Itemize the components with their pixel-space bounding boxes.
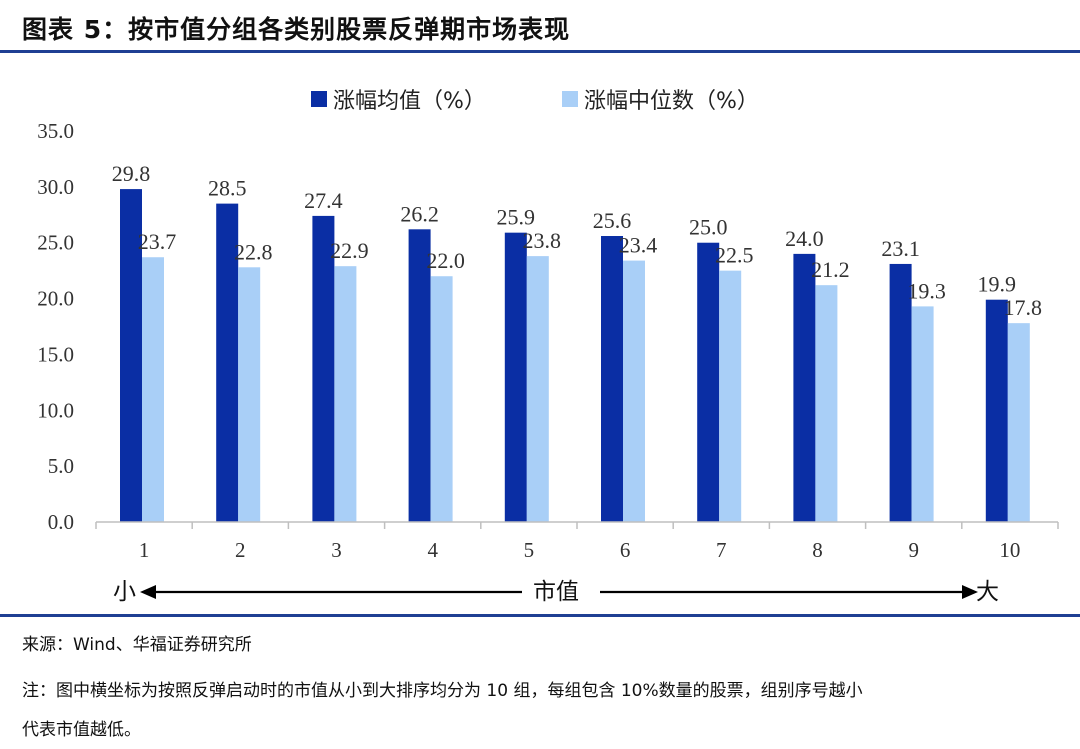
legend-swatch-median: [562, 91, 578, 107]
bar-mean: [985, 299, 1008, 522]
arrow-right-head: [962, 585, 978, 599]
legend-label-mean: 涨幅均值（%）: [333, 89, 486, 114]
y-tick-label: 0.0: [48, 510, 74, 534]
data-label-median: 22.9: [330, 238, 369, 263]
bar-median: [623, 260, 645, 522]
y-tick-label: 15.0: [37, 342, 74, 366]
y-tick-label: 20.0: [37, 287, 74, 311]
data-label-mean: 23.1: [881, 236, 920, 261]
chart-legend: 涨幅均值（%） 涨幅中位数（%）: [311, 89, 759, 114]
footnote-line-1: 注：图中横坐标为按照反弹启动时的市值从小到大排序均分为 10 组，每组包含 10…: [22, 681, 863, 701]
y-tick-label: 5.0: [48, 454, 74, 478]
data-label-median: 22.0: [426, 248, 465, 273]
x-tick-label: 6: [620, 538, 631, 562]
bar-mean: [889, 263, 912, 522]
y-tick-label: 30.0: [37, 175, 74, 199]
data-label-mean: 24.0: [785, 226, 824, 251]
data-label-mean: 26.2: [400, 201, 439, 226]
x-tick-label: 3: [331, 538, 342, 562]
footer-rule: [0, 614, 1080, 617]
bar-median: [430, 276, 453, 522]
data-label-mean: 19.9: [978, 272, 1017, 297]
y-tick-label: 25.0: [37, 231, 74, 255]
x-tick-label: 10: [999, 538, 1020, 562]
bar-median: [142, 257, 164, 522]
bar-mean: [504, 232, 527, 522]
data-label-median: 21.2: [811, 257, 850, 282]
data-label-mean: 29.8: [112, 161, 151, 186]
x-tick-label: 8: [812, 538, 823, 562]
source-note: 来源：Wind、华福证券研究所: [22, 635, 252, 655]
arrow-left-head: [140, 585, 156, 599]
market-cap-axis-caption: 小 市值 大: [113, 579, 999, 605]
bar-mean: [120, 189, 142, 522]
data-label-median: 17.8: [1004, 295, 1043, 320]
x-tick-label: 5: [524, 538, 535, 562]
bar-chart: 涨幅均值（%） 涨幅中位数（%） 0.0 5.0 10.0 15.0 20.0 25.0 3…: [37, 89, 1059, 605]
data-label-mean: 28.5: [208, 176, 247, 201]
legend-swatch-mean: [311, 91, 327, 107]
data-label-median: 23.8: [523, 228, 562, 253]
data-label-mean: 25.0: [689, 215, 728, 240]
y-tick-label: 10.0: [37, 398, 74, 422]
caption-small: 小: [113, 579, 136, 605]
x-tick-label: 9: [908, 538, 919, 562]
bar-median: [911, 306, 934, 522]
x-tick-label: 4: [427, 538, 438, 562]
x-tick-label: 1: [139, 538, 150, 562]
data-label-median: 22.5: [715, 243, 754, 268]
caption-large: 大: [976, 579, 999, 605]
legend-label-median: 涨幅中位数（%）: [584, 89, 759, 114]
data-label-median: 23.4: [619, 233, 658, 258]
data-label-median: 19.3: [907, 278, 946, 303]
bar-series: 29.8 23.7 28.5 22.8 27.4 22.9 26.2 22.0 25.923.8…: [112, 161, 1043, 523]
bar-median: [1007, 323, 1030, 522]
y-tick-label: 35.0: [37, 119, 74, 143]
data-label-median: 22.8: [234, 239, 273, 264]
x-axis: 1 2 3 4 5 6 7 8 9 10: [95, 521, 1059, 562]
x-tick-label: 2: [235, 538, 246, 562]
data-label-median: 23.7: [138, 229, 177, 254]
bar-median: [719, 270, 742, 522]
bar-mean: [408, 229, 431, 522]
y-axis: 0.0 5.0 10.0 15.0 20.0 25.0 30.0 35.0: [37, 119, 74, 534]
bar-median: [815, 285, 838, 522]
bar-mean: [601, 236, 623, 523]
figure-title: 图表 5：按市值分组各类别股票反弹期市场表现: [22, 15, 571, 44]
data-label-mean: 25.6: [593, 208, 632, 233]
bar-median: [334, 266, 357, 522]
footnote-line-2: 代表市值越低。: [22, 720, 141, 740]
caption-market-cap: 市值: [533, 579, 579, 605]
title-rule: [0, 50, 1080, 53]
x-tick-label: 7: [716, 538, 727, 562]
bar-mean: [312, 215, 335, 522]
bar-mean: [697, 242, 720, 522]
bar-mean: [216, 203, 239, 522]
data-label-mean: 27.4: [304, 188, 343, 213]
bar-median: [238, 267, 261, 522]
bar-median: [526, 256, 549, 522]
data-label-mean: 25.9: [497, 205, 536, 230]
bar-mean: [793, 253, 816, 522]
